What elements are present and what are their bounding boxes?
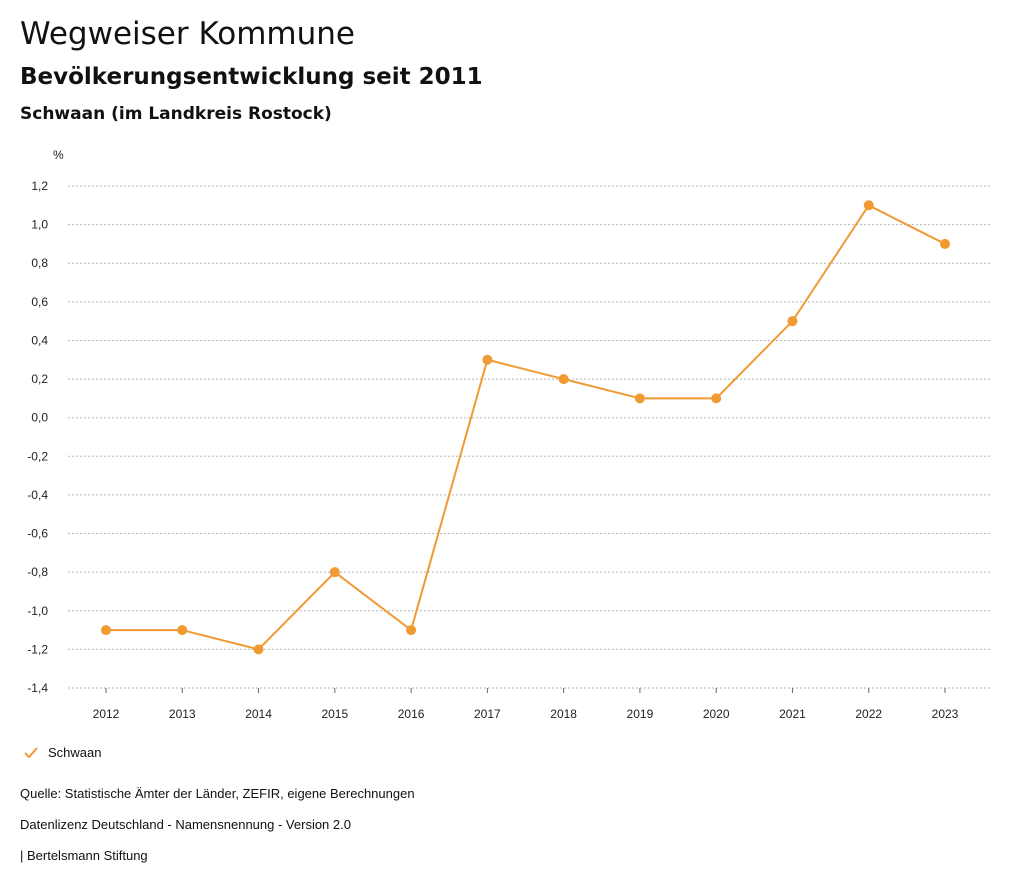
data-point[interactable] xyxy=(406,625,417,636)
y-tick-label: -0,8 xyxy=(27,565,48,579)
x-tick-label: 2022 xyxy=(855,707,882,721)
y-tick-label: -0,2 xyxy=(27,449,48,463)
legend[interactable]: Schwaan xyxy=(24,745,101,760)
line-chart: 1,2 1,0 0,8 0,6 0,4 0,2 0,0 -0,2 -0,4 -0,6 -0,8 -1,… xyxy=(27,148,990,721)
data-point[interactable] xyxy=(863,200,874,211)
y-tick-label: -1,2 xyxy=(27,642,48,656)
x-tick-label: 2014 xyxy=(245,707,272,721)
x-tick-label: 2018 xyxy=(550,707,577,721)
data-point[interactable] xyxy=(558,374,569,385)
source-note: Quelle: Statistische Ämter der Länder, Z… xyxy=(20,786,415,801)
data-point[interactable] xyxy=(787,316,798,327)
grid-lines xyxy=(68,185,990,689)
y-tick-label: 0,0 xyxy=(31,411,48,425)
y-tick-label: 0,6 xyxy=(31,295,48,309)
x-tick-label: 2015 xyxy=(321,707,348,721)
y-axis-unit: % xyxy=(53,148,64,162)
license-note: Datenlizenz Deutschland - Namensnennung … xyxy=(20,817,351,832)
check-icon xyxy=(24,746,38,758)
legend-label: Schwaan xyxy=(48,745,102,760)
x-tick-label: 2013 xyxy=(169,707,196,721)
x-tick-label: 2020 xyxy=(703,707,730,721)
x-tick-label: 2017 xyxy=(474,707,501,721)
region-label: Schwaan (im Landkreis Rostock) xyxy=(20,104,332,124)
data-point[interactable] xyxy=(329,567,340,578)
y-tick-label: 1,2 xyxy=(31,179,48,193)
y-tick-label: -0,4 xyxy=(27,488,48,502)
y-tick-label: 0,4 xyxy=(31,333,48,347)
y-tick-label: -1,4 xyxy=(27,681,48,695)
y-tick-label: -1,0 xyxy=(27,604,48,618)
page-title: Wegweiser Kommune xyxy=(20,16,355,52)
data-point[interactable] xyxy=(177,625,188,636)
data-point[interactable] xyxy=(634,393,645,404)
y-axis-ticks: 1,2 1,0 0,8 0,6 0,4 0,2 0,0 -0,2 -0,4 -0,6 -0,8 -1,… xyxy=(27,179,48,695)
data-point[interactable] xyxy=(482,354,493,365)
data-point[interactable] xyxy=(101,625,111,636)
y-tick-label: -0,6 xyxy=(27,527,48,541)
x-axis-ticks: 2012 2013 2014 2015 2016 2017 2018 2019 2020 2021… xyxy=(93,688,959,721)
y-tick-label: 0,2 xyxy=(31,372,48,386)
x-tick-label: 2023 xyxy=(932,707,959,721)
chart-subtitle: Bevölkerungsentwicklung seit 2011 xyxy=(20,64,483,90)
x-tick-label: 2012 xyxy=(93,707,120,721)
y-tick-label: 1,0 xyxy=(31,218,48,232)
publisher-note: | Bertelsmann Stiftung xyxy=(20,848,148,863)
y-tick-label: 0,8 xyxy=(31,256,48,270)
data-point[interactable] xyxy=(940,238,950,249)
data-point[interactable] xyxy=(711,393,722,404)
x-tick-label: 2021 xyxy=(779,707,806,721)
x-tick-label: 2016 xyxy=(398,707,425,721)
data-point[interactable] xyxy=(253,644,264,655)
series-schwaan xyxy=(101,200,950,655)
series-line xyxy=(106,204,946,651)
x-tick-label: 2019 xyxy=(627,707,654,721)
